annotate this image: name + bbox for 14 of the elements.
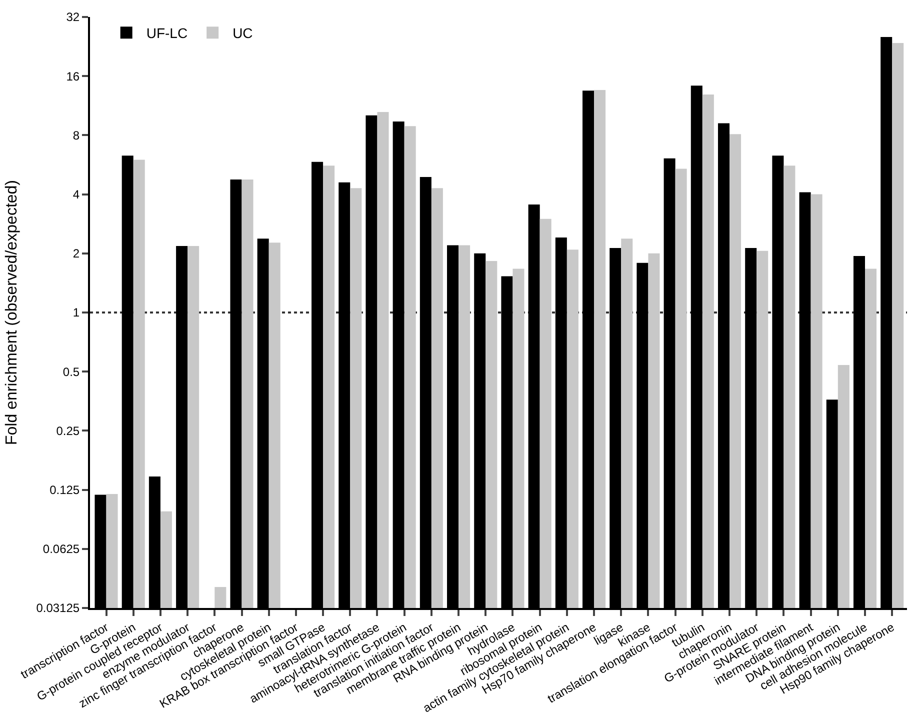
y-tick-label: 2 <box>72 246 80 261</box>
y-tick-label: 0.25 <box>56 424 80 438</box>
y-tick-label: 0.5 <box>62 364 80 379</box>
y-tick-label: 32 <box>66 10 80 24</box>
y-tick-label: 8 <box>72 128 80 142</box>
y-tick-label: 1 <box>72 306 80 320</box>
legend-label: UC <box>232 25 253 42</box>
y-axis-title: Fold enrichment (observed/expected) <box>4 180 21 446</box>
legend-label: UF-LC <box>146 25 188 42</box>
y-tick-label: 0.0625 <box>42 542 80 556</box>
y-tick-label: 16 <box>66 69 80 84</box>
y-tick-label: 4 <box>72 188 80 202</box>
y-tick-label: 0.125 <box>50 483 80 497</box>
y-tick-label: 0.03125 <box>36 601 80 616</box>
